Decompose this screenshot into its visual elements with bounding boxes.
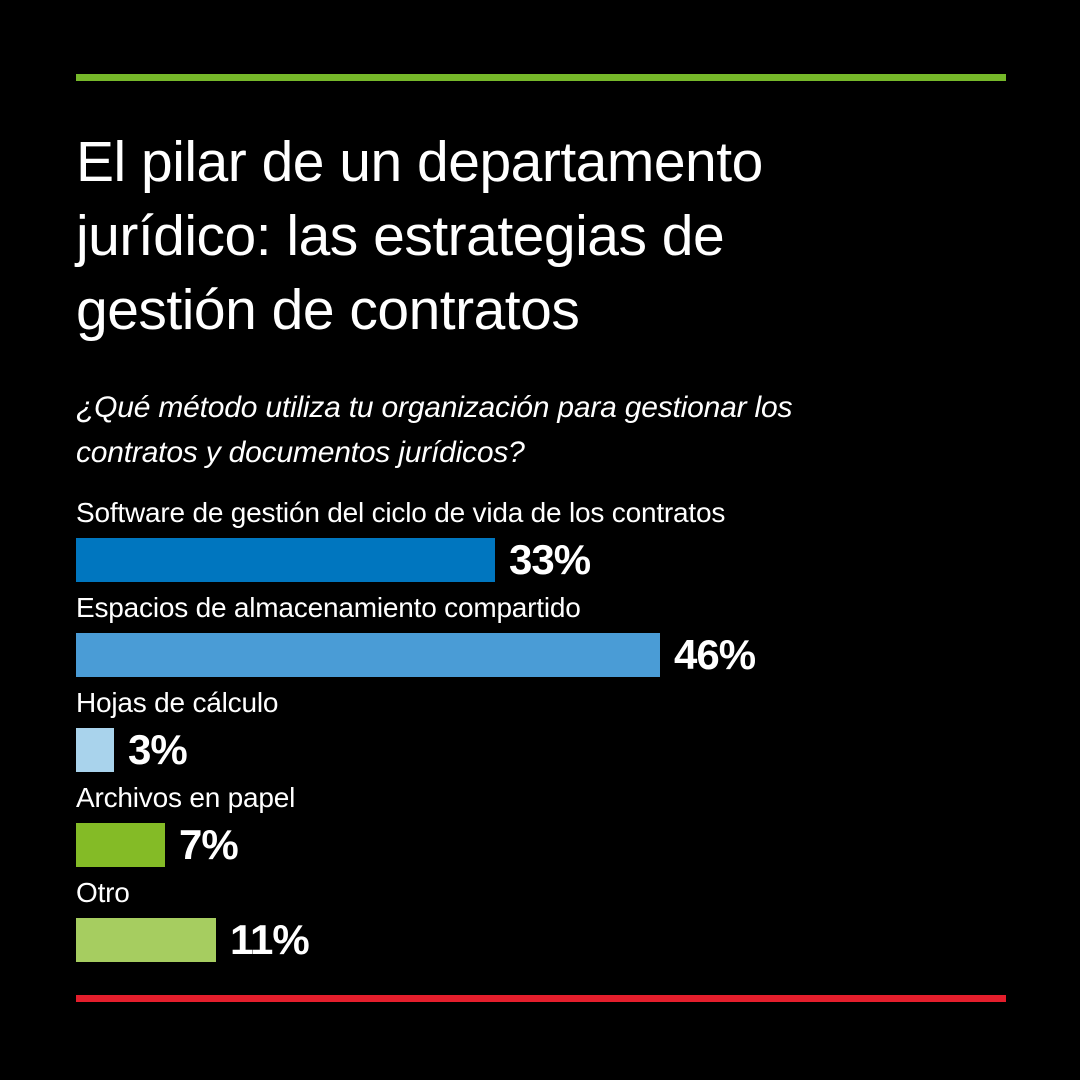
bar-row: Hojas de cálculo 3% (76, 687, 1006, 773)
bar-track: 33% (76, 536, 1006, 583)
bar-value-label: 11% (230, 916, 310, 963)
bar-chart: Software de gestión del ciclo de vida de… (76, 497, 1006, 963)
bar-category-label: Hojas de cálculo (76, 687, 279, 718)
page-title-line-3: gestión de contratos (76, 278, 580, 342)
bar-value-label: 46% (674, 631, 756, 678)
page-title-line-2: jurídico: las estrategias de (76, 204, 725, 268)
bar-row: Otro 11% (76, 877, 1006, 963)
chart-question-subtitle: ¿Qué método utiliza tu organización para… (76, 385, 1006, 475)
top-accent-line (76, 74, 1006, 81)
bar-row: Software de gestión del ciclo de vida de… (76, 497, 1006, 583)
bar-row: Espacios de almacenamiento compartido 46% (76, 592, 1006, 678)
bar-value-label: 7% (179, 821, 239, 868)
bar-track: 46% (76, 631, 1006, 678)
bar (76, 633, 660, 677)
bar-value-label: 3% (128, 726, 188, 773)
bottom-accent-line (76, 995, 1006, 1002)
bar-value-label: 33% (509, 536, 591, 583)
bar-category-label: Otro (76, 877, 130, 908)
chart-question-line-1: ¿Qué método utiliza tu organización para… (76, 391, 793, 424)
bar-row: Archivos en papel 7% (76, 782, 1006, 868)
bar-category-label: Archivos en papel (76, 782, 296, 813)
bar-track: 11% (76, 916, 1006, 963)
bar-category-label: Espacios de almacenamiento compartido (76, 592, 581, 623)
bar (76, 538, 495, 582)
bar-track: 7% (76, 821, 1006, 868)
chart-question-line-2: contratos y documentos jurídicos? (76, 436, 525, 469)
bar (76, 918, 216, 962)
bar (76, 728, 114, 772)
bar-category-label: Software de gestión del ciclo de vida de… (76, 497, 726, 528)
bar (76, 823, 165, 867)
content-column: El pilar de un departamento jurídico: la… (76, 0, 1006, 972)
bar-track: 3% (76, 726, 1006, 773)
page-title-line-1: El pilar de un departamento (76, 130, 763, 194)
page-title: El pilar de un departamento jurídico: la… (76, 125, 1006, 347)
